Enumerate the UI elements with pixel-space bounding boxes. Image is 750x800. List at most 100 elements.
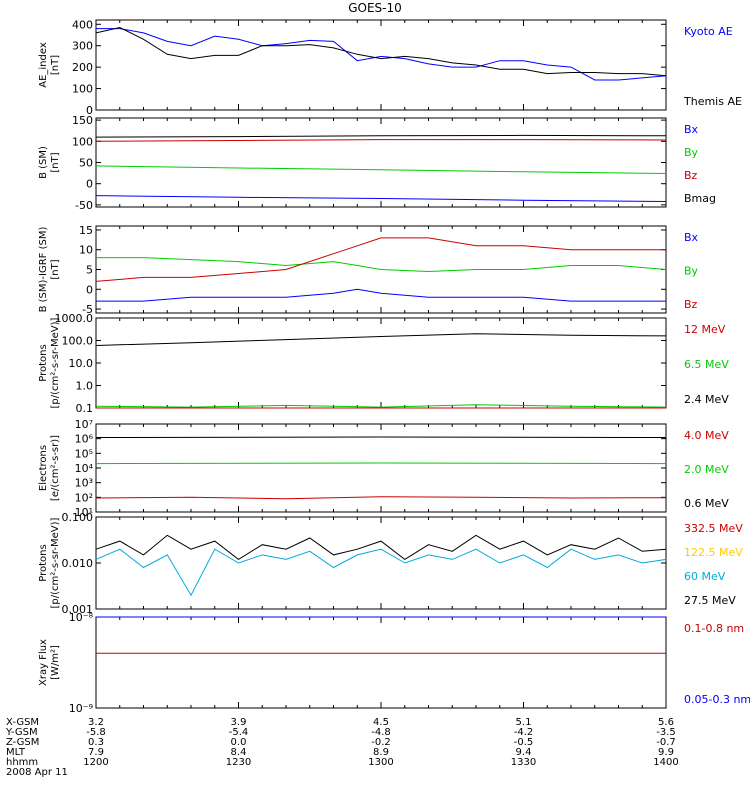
series-line — [95, 195, 667, 202]
y-axis-label: [e/(cm²-s-sr)] — [50, 435, 61, 501]
series-line — [95, 237, 666, 282]
footer-value: -0.2 — [371, 737, 391, 748]
y-tick-label: 10.0 — [69, 357, 94, 370]
footer-value: 4.5 — [373, 717, 389, 728]
panel-6: 0.001 0.010 0.100 Protons [p/(cm²-s-sr-MeV)]… — [38, 511, 743, 616]
footer-value: 0.3 — [88, 737, 104, 748]
panel-frame — [95, 19, 667, 111]
footer-value: 0.0 — [231, 737, 247, 748]
series-line — [95, 404, 667, 408]
panel-7: 10⁻⁹ 10⁻⁸ Xray Flux [W/m²] 0.1-0.8 nm 0.05-0.… — [38, 611, 750, 715]
y-tick-label: 150 — [72, 114, 93, 127]
y-tick-label: 100.0 — [62, 335, 94, 348]
y-tick-label: 10⁶ — [75, 433, 94, 446]
y-axis-label: Protons — [38, 544, 49, 581]
y-axis-label: [p/(cm²-s-sr-MeV)] — [50, 317, 61, 408]
y-tick-label: 0.010 — [62, 557, 94, 570]
footer-value: 9.4 — [516, 747, 532, 758]
y-tick-label: 400 — [72, 18, 93, 31]
y-axis-label: Protons — [38, 344, 49, 381]
y-axis-label: [p/(cm²-s-sr-MeV)] — [50, 517, 61, 608]
series-label: 60 MeV — [684, 570, 726, 583]
footer-value: 8.4 — [231, 747, 247, 758]
series-line — [95, 534, 667, 561]
y-axis-label: Xray Flux — [38, 639, 49, 686]
footer-value: 1230 — [226, 757, 251, 768]
y-tick-label: 10² — [75, 491, 93, 504]
panel-frame — [95, 117, 667, 208]
series-line — [96, 257, 667, 273]
y-tick-label: 10 — [79, 244, 93, 257]
series-line — [95, 548, 667, 597]
y-tick-label: 0 — [86, 178, 93, 191]
y-tick-label: 10⁷ — [75, 418, 93, 431]
y-axis-label: Electrons — [38, 445, 49, 491]
series-label: 0.6 MeV — [684, 497, 729, 510]
series-label: By — [684, 265, 699, 278]
footer: X-GSM 3.2 3.9 4.5 5.1 5.6 Y-GSM -5.8 -5.4 -4.8 -4.… — [5, 717, 679, 778]
panel-frame — [95, 317, 667, 409]
y-tick-label: 0.100 — [62, 511, 94, 524]
y-axis-label: [nT] — [50, 55, 61, 75]
series-label: 12 MeV — [684, 323, 726, 336]
y-tick-label: 10⁻⁸ — [69, 611, 94, 624]
y-axis-label: B (SM)-IGRF (SM) — [38, 227, 49, 313]
footer-value: 8.9 — [373, 747, 389, 758]
y-tick-label: 0.1 — [76, 402, 94, 415]
y-tick-label: -5 — [82, 303, 93, 316]
footer-value: -0.5 — [514, 737, 534, 748]
footer-row-label: hhmm — [6, 757, 38, 768]
series-label: Kyoto AE — [684, 25, 733, 38]
y-tick-label: 1.0 — [76, 380, 94, 393]
y-tick-label: 300 — [72, 40, 93, 53]
panel-3: -5 0 5 10 15 B (SM)-IGRF (SM) [nT] Bx By Bz — [38, 224, 699, 316]
series-line — [95, 462, 667, 465]
series-label: 2.4 MeV — [684, 393, 729, 406]
footer-value: 1200 — [83, 757, 108, 768]
footer-value: 9.9 — [658, 747, 674, 758]
series-line — [95, 139, 667, 142]
chart-title: GOES-10 — [348, 1, 402, 15]
footer-row-label: MLT — [6, 747, 26, 758]
series-label: Bmag — [684, 192, 716, 205]
y-tick-label: 10³ — [75, 477, 93, 490]
series-label: 122.5 MeV — [684, 546, 743, 559]
series-line — [95, 134, 667, 138]
y-axis-label: AE_index — [38, 42, 49, 88]
y-axis-label: B (SM) — [38, 146, 49, 179]
series-label: Themis AE — [683, 95, 742, 108]
series-label: 2.0 MeV — [684, 463, 729, 476]
footer-value: 5.1 — [516, 717, 532, 728]
panel-2: -50 0 50 100 150 B (SM) [nT] Bx By Bz Bmag — [38, 114, 716, 212]
footer-value: -5.8 — [86, 727, 106, 738]
series-label: By — [684, 146, 699, 159]
y-tick-label: 100 — [72, 135, 93, 148]
series-line — [96, 28, 667, 81]
footer-value: 1330 — [511, 757, 536, 768]
y-tick-label: 0 — [86, 104, 93, 117]
y-tick-label: 50 — [79, 157, 93, 170]
y-tick-label: 10⁵ — [75, 447, 93, 460]
panel-frame — [95, 516, 667, 610]
panel-frame — [95, 616, 667, 709]
series-label: 6.5 MeV — [684, 358, 729, 371]
footer-value: -4.2 — [514, 727, 534, 738]
footer-row-label: X-GSM — [6, 717, 39, 728]
series-label: 332.5 MeV — [684, 522, 743, 535]
series-label: 27.5 MeV — [684, 594, 736, 607]
y-tick-label: 100 — [72, 83, 93, 96]
y-tick-label: 10¹ — [75, 506, 93, 519]
series-label: Bz — [684, 169, 698, 182]
series-line — [95, 436, 667, 438]
footer-value: 5.6 — [658, 717, 674, 728]
series-line — [95, 496, 667, 500]
series-label: Bx — [684, 123, 699, 136]
y-axis-label: [nT] — [50, 152, 61, 172]
series-label: Bz — [684, 298, 698, 311]
footer-value: -0.7 — [656, 737, 676, 748]
series-line — [96, 288, 666, 302]
y-tick-label: 15 — [79, 224, 93, 237]
y-tick-label: 0.001 — [62, 603, 94, 616]
